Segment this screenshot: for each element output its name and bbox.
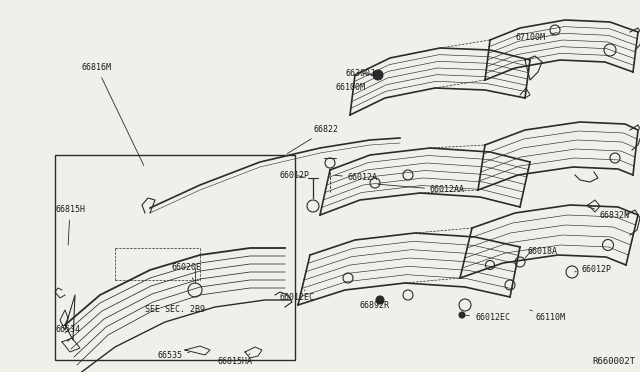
Text: 66012AA: 66012AA [378,184,465,195]
Text: 66020E: 66020E [172,263,202,280]
Circle shape [376,296,384,304]
Bar [55,155,295,360]
Text: 66110M: 66110M [530,310,565,323]
Text: 66012EC: 66012EC [280,290,315,302]
Circle shape [459,312,465,318]
Text: 66535: 66535 [157,350,189,359]
Text: 66815H: 66815H [55,205,85,245]
Text: 66012P: 66012P [575,266,612,275]
Text: 66300J: 66300J [345,68,375,77]
Text: 66100M: 66100M [336,83,366,93]
Text: 66012A: 66012A [335,173,378,183]
Text: 66534: 66534 [55,326,80,341]
Text: 66816M: 66816M [82,64,144,166]
Text: 66018A: 66018A [525,247,558,261]
Circle shape [373,70,383,80]
Text: 67100M: 67100M [515,32,557,42]
Text: R660002T: R660002T [592,357,635,366]
Text: 66815HA: 66815HA [218,354,253,366]
Text: 66892R: 66892R [360,301,390,310]
Text: 66832N: 66832N [588,207,630,219]
Text: 66822: 66822 [287,125,338,154]
Text: 66012P: 66012P [280,170,310,180]
Text: 66012EC: 66012EC [465,314,510,323]
Text: SEE SEC. 2B9: SEE SEC. 2B9 [145,305,205,314]
